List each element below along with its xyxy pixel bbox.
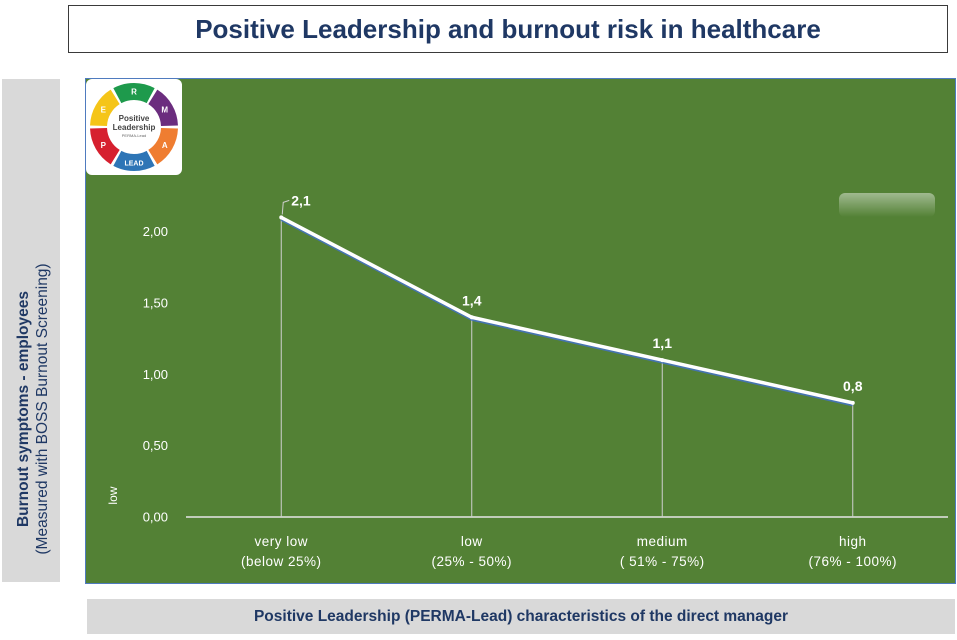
y-axis-label: Burnout symptoms - employees (Measured w… xyxy=(14,263,52,554)
logo-segment xyxy=(113,150,155,171)
x-tick-label: high xyxy=(839,534,867,549)
x-axis-label-panel: Positive Leadership (PERMA-Lead) charact… xyxy=(87,599,955,634)
data-label: 1,1 xyxy=(653,335,673,351)
data-label: 0,8 xyxy=(843,378,863,394)
line-chart: 0,000,501,001,502,002,503,00lowhigh2,11,… xyxy=(106,82,948,569)
logo-segment-letter: R xyxy=(131,88,137,97)
data-label: 2,1 xyxy=(291,192,311,208)
chart-title: Positive Leadership and burnout risk in … xyxy=(195,13,821,44)
x-tick-label-sub: (25% - 50%) xyxy=(431,554,512,569)
logo-reflection xyxy=(839,193,935,217)
data-point xyxy=(279,215,284,220)
x-tick-label: medium xyxy=(637,534,688,549)
y-tick-label: 1,00 xyxy=(143,367,168,382)
series-line xyxy=(280,215,854,405)
logo-segment-letter: E xyxy=(101,105,107,114)
y-tick-label: 2,00 xyxy=(143,224,168,239)
x-tick-label-sub: (76% - 100%) xyxy=(808,554,897,569)
x-tick-label-sub: (below 25%) xyxy=(241,554,322,569)
logo-segment xyxy=(90,89,120,127)
y-axis-label-sub: (Measured with BOSS Burnout Screening) xyxy=(34,263,51,555)
logo-segment xyxy=(113,83,155,104)
y-low-label: low xyxy=(106,486,120,504)
x-tick-label: low xyxy=(461,534,483,549)
x-tick-label-sub: ( 51% - 75%) xyxy=(620,554,705,569)
y-tick-label: 0,00 xyxy=(143,510,168,525)
data-point xyxy=(850,400,855,405)
logo-center-text-3: PERMA-Lead xyxy=(122,133,146,138)
plot-area: 0,000,501,001,502,002,503,00lowhigh2,11,… xyxy=(85,78,956,584)
data-point xyxy=(660,358,665,363)
y-tick-label: 0,50 xyxy=(143,438,168,453)
logo-segment-letter: P xyxy=(101,141,107,150)
logo-segment xyxy=(90,127,120,165)
y-tick-label: 1,50 xyxy=(143,296,168,311)
logo-segment-letter: LEAD xyxy=(124,161,143,168)
logo-center-text-1: Positive xyxy=(119,114,150,123)
logo-segment xyxy=(148,127,178,165)
x-tick-label: very low xyxy=(254,534,308,549)
y-axis-label-main: Burnout symptoms - employees xyxy=(15,291,32,528)
logo-segment xyxy=(148,89,178,127)
chart-title-box: Positive Leadership and burnout risk in … xyxy=(68,5,948,53)
logo-segment-letter: M xyxy=(161,105,168,114)
y-axis-label-panel: Burnout symptoms - employees (Measured w… xyxy=(2,79,60,582)
data-label: 1,4 xyxy=(462,292,482,308)
series-line-shadow xyxy=(280,218,854,407)
perma-lead-logo: R M A LEAD P E Positive Leadership PERMA-Lead xyxy=(86,79,182,175)
data-label-leader xyxy=(281,199,290,215)
data-point xyxy=(469,315,474,320)
logo-center-text-2: Leadership xyxy=(113,123,156,132)
logo-segment-letter: A xyxy=(162,141,168,150)
x-axis-label: Positive Leadership (PERMA-Lead) charact… xyxy=(253,607,789,625)
